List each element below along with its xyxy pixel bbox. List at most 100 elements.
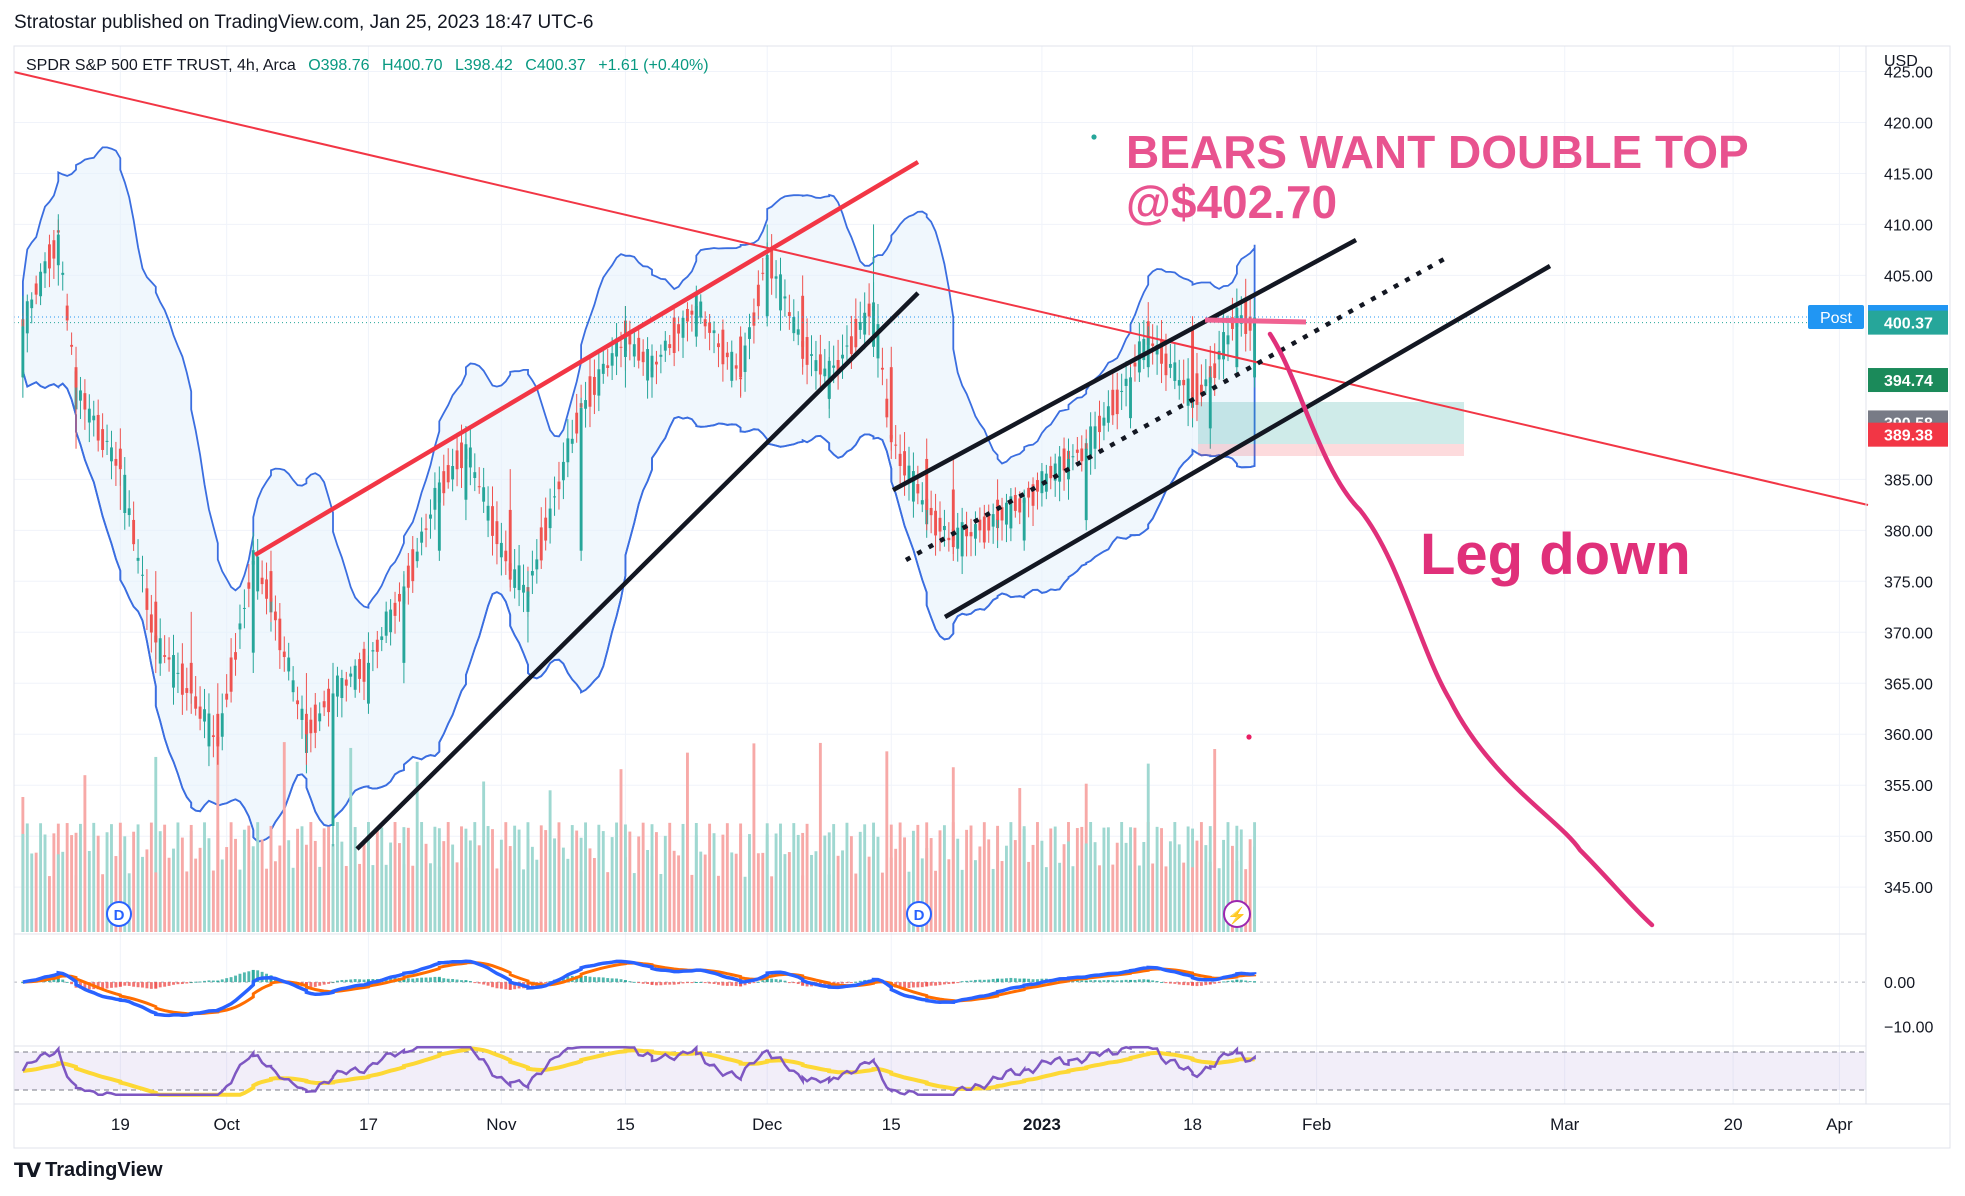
- symbol-legend[interactable]: SPDR S&P 500 ETF TRUST, 4h, Arca O398.76…: [26, 57, 709, 74]
- candle-body: [473, 472, 477, 478]
- macd-histogram-bar: [313, 982, 317, 987]
- volume-bar: [801, 832, 805, 932]
- candle-body: [934, 510, 938, 536]
- macd-histogram-bar: [225, 978, 229, 983]
- volume-bar: [708, 823, 712, 932]
- candle-body: [1186, 378, 1190, 406]
- volume-bar: [1084, 843, 1088, 932]
- macd-histogram-bar: [956, 982, 960, 984]
- price-axis[interactable]: 425.00 420.00 415.00 410.00 405.00 385.00 380.…: [1884, 64, 1933, 897]
- volume-bar: [39, 823, 43, 932]
- macd-histogram-bar: [987, 979, 991, 983]
- ohlc-low: L398.42: [455, 57, 513, 74]
- candle-body: [907, 465, 911, 482]
- macd-histogram-bar: [655, 982, 658, 986]
- candle-body: [951, 489, 955, 541]
- volume-bar: [318, 866, 322, 932]
- candle-body: [371, 650, 375, 652]
- volume-bar: [101, 874, 105, 932]
- candle-body: [247, 582, 251, 589]
- macd-histogram-bar: [628, 981, 632, 983]
- macd-histogram-bar: [194, 981, 198, 983]
- footer-brand[interactable]: 𝗧𝗩 TradingView: [14, 1158, 163, 1183]
- candle-body: [1062, 448, 1066, 471]
- candle-body: [867, 303, 871, 317]
- candle-body: [380, 636, 384, 640]
- volume-bar: [424, 843, 428, 932]
- candle-body: [553, 496, 556, 498]
- macd-histogram-bar: [588, 976, 592, 983]
- macd-histogram-bar: [331, 981, 335, 983]
- macd-histogram-bar: [127, 982, 131, 986]
- volume-bar: [668, 822, 672, 932]
- volume-bar: [836, 855, 840, 932]
- price-tag-value: 394.74: [1884, 373, 1933, 390]
- annotation-leg-down: Leg down: [1420, 522, 1691, 587]
- macd-histogram-bar: [21, 982, 25, 984]
- candle-body: [765, 255, 769, 317]
- macd-histogram-bar: [424, 977, 428, 983]
- candle-body: [1053, 463, 1057, 481]
- volume-bar: [557, 822, 561, 932]
- volume-bar: [761, 852, 765, 932]
- macd-histogram-bar: [495, 982, 499, 989]
- volume-bar: [291, 867, 295, 932]
- macd-histogram-bar: [123, 982, 127, 986]
- macd-histogram-bar: [1036, 979, 1039, 983]
- macd-histogram-bar: [539, 982, 543, 985]
- candle-body: [39, 271, 43, 297]
- macd-histogram-bar: [951, 982, 955, 984]
- macd-histogram-bar: [411, 978, 415, 983]
- candle-body: [429, 514, 432, 519]
- volume-bar: [70, 835, 74, 932]
- volume-bar: [699, 851, 703, 932]
- volume-bar: [845, 822, 849, 932]
- macd-histogram-bar: [1098, 980, 1101, 983]
- trend-drawings: [13, 71, 1869, 928]
- volume-bar: [56, 854, 60, 932]
- macd-histogram-bar: [584, 975, 587, 983]
- time-axis[interactable]: 19 Oct 17 Nov 15 Dec 15 2023 18 Feb Mar 20 Apr: [111, 1115, 1853, 1134]
- event-markers[interactable]: D D ⚡: [106, 900, 1251, 928]
- candle-body: [92, 415, 96, 421]
- candle-body: [925, 458, 929, 510]
- candle-body: [947, 537, 951, 541]
- candle-body: [1049, 465, 1053, 479]
- volume-bar: [65, 823, 69, 932]
- volume-bar: [1080, 826, 1084, 932]
- volume-bar: [969, 825, 973, 932]
- volume-bar: [482, 781, 486, 932]
- volume-bar: [796, 834, 800, 932]
- macd-histogram-bar: [1199, 982, 1203, 986]
- macd-histogram-bar: [136, 982, 140, 988]
- volume-bar: [854, 873, 858, 932]
- volume-bar: [898, 822, 902, 932]
- candle-body: [1071, 456, 1075, 458]
- volume-bar: [1013, 840, 1017, 932]
- candle-body: [1168, 363, 1172, 368]
- candle-body: [841, 354, 844, 359]
- candle-body: [827, 377, 831, 398]
- volume-bar: [132, 831, 136, 932]
- volume-bar: [207, 838, 211, 932]
- macd-histogram-bar: [703, 982, 707, 984]
- earnings-flash-marker-label: ⚡: [1227, 906, 1247, 925]
- macd-histogram-bar: [420, 977, 424, 983]
- candle-body: [610, 353, 614, 366]
- volume-bar: [331, 844, 335, 932]
- candle-body: [180, 663, 184, 695]
- volume-bar: [242, 829, 246, 932]
- macd-histogram-bar: [238, 973, 242, 983]
- candle-body: [508, 509, 512, 572]
- candle-body: [659, 354, 663, 357]
- macd-histogram-bar: [327, 982, 331, 984]
- volume-bar: [1071, 866, 1075, 932]
- volume-bar: [987, 839, 991, 932]
- candle-body: [929, 507, 933, 516]
- candle-body: [748, 327, 751, 339]
- candle-body: [499, 542, 503, 558]
- volume-bar: [1146, 763, 1150, 932]
- time-tick-label: 15: [882, 1115, 901, 1134]
- candle-body: [1036, 480, 1039, 492]
